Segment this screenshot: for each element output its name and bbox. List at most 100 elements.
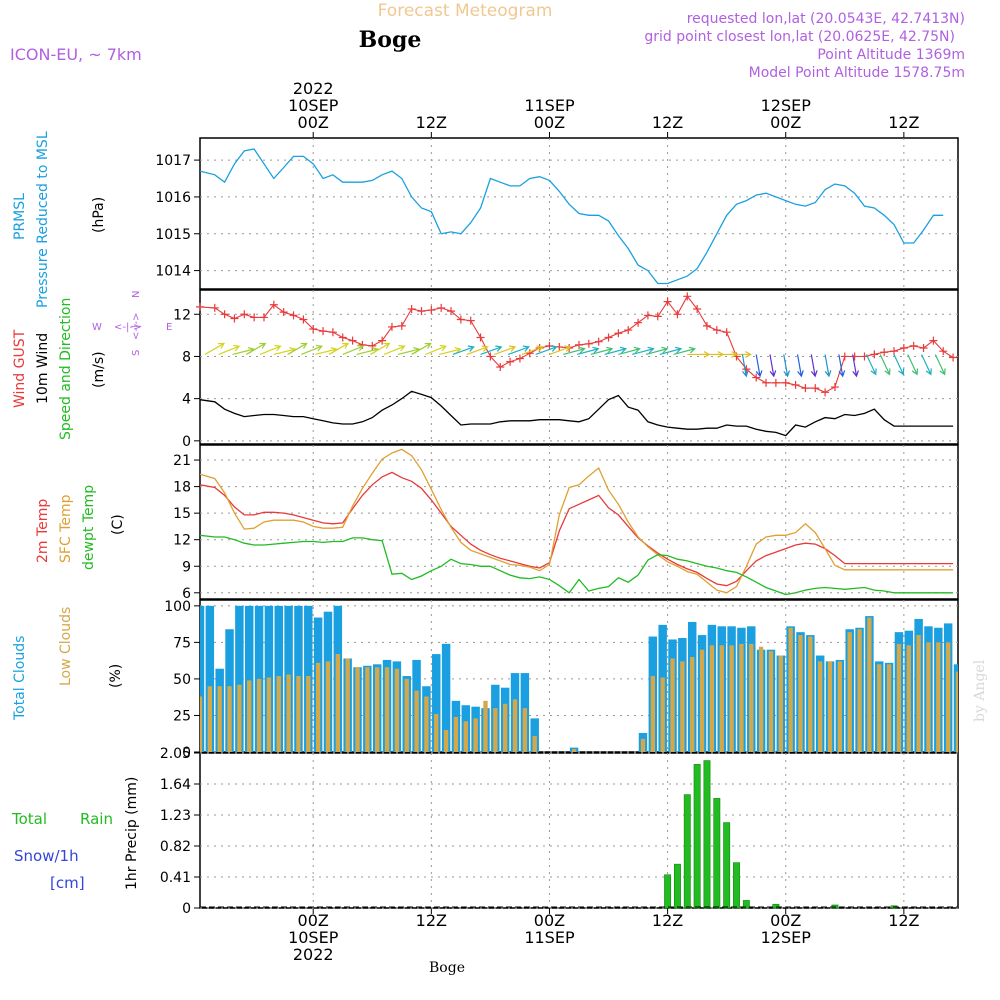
compass-vertical-arrow: <-|-> [131,313,142,340]
gust-marker [693,304,702,313]
low-cloud-bar [896,643,902,752]
gust-marker [712,326,721,335]
low-cloud-bar [266,677,272,752]
wind-direction-arrow [576,346,600,356]
clouds-unit: (%) [108,664,124,688]
temp-sfc-line [199,448,954,594]
gust-marker [456,315,465,324]
pressure-label-msl: Pressure Reduced to MSL [35,131,51,308]
total-cloud-bar [235,605,244,752]
gust-marker [663,297,672,306]
low-cloud-bar [247,680,252,752]
clouds-ytick-label: 25 [173,708,191,724]
low-cloud-bar [384,667,390,752]
top-axis-label: 12Z [652,113,683,132]
bottom-axis-label: 00Z [770,911,801,930]
rain-bar [703,760,711,909]
gust-marker [397,321,406,330]
wind-ytick-label: 4 [182,392,191,408]
gust-marker [269,300,278,309]
gust-marker [466,316,475,325]
gust-marker [919,344,928,353]
low-cloud-bar [365,667,370,752]
gust-marker [830,383,839,392]
low-cloud-bar [670,658,675,752]
footer-location: Boge [429,960,465,976]
low-clouds-label: Low Clouds [58,607,74,686]
wind-direction-arrow [865,354,877,376]
gust-marker [929,336,938,345]
total-cloud-bar [432,654,441,752]
low-cloud-bar [296,676,301,752]
low-cloud-bar [256,678,262,752]
low-cloud-bar [200,696,203,752]
requested-coords: requested lon,lat (20.0543E, 42.7413N) [687,11,965,27]
precip-ytick-label: 0.82 [160,839,191,855]
credit-watermark: by Angel [972,659,988,722]
gust-marker [240,310,249,319]
low-cloud-bar [375,667,380,752]
clouds-ytick-label: 100 [164,599,191,615]
low-cloud-bar [749,643,754,752]
wind-direction-arrow [934,354,946,376]
total-cloud-bar [200,605,205,752]
gust-marker [722,328,731,337]
gust-marker [210,303,219,312]
low-cloud-bar [709,645,715,752]
low-cloud-bar [680,661,685,752]
gust-marker [348,336,357,345]
pressure-ytick-label: 1014 [155,264,191,280]
gust-marker [407,304,416,313]
rain-bar [723,822,731,909]
temperature-ytick-label: 18 [173,480,191,496]
wind-direction-arrow [245,342,267,355]
temperature-ytick-label: 6 [182,586,191,602]
low-cloud-bar [493,708,498,752]
low-cloud-bar [690,657,695,752]
wind-direction-arrow [907,354,919,376]
gust-marker [496,363,505,371]
pressure-panel: 1014 1015 1016 1017 [155,137,959,290]
wind-direction-arrow [301,344,323,356]
gust-marker [515,354,524,363]
temperature-panel: 6 9 12 15 18 21 [173,444,959,602]
wind-ytick-label: 12 [173,307,191,323]
wind-direction-arrow [452,345,475,356]
gust-marker [643,311,652,320]
low-cloud-bar [404,678,409,752]
wind-direction-arrow [796,354,804,378]
temp-sfc-label: SFC Temp [58,494,74,563]
wind-direction-arrow [549,345,572,356]
gust-marker [250,313,259,322]
wind-direction-arrow [342,344,365,356]
wind-direction-arrow [921,354,932,376]
precip-snow-label: Snow/1h [14,847,79,865]
wind-panel: 0 4 8 12 [173,289,959,450]
rain-bar [831,904,839,909]
rain-bar [664,874,672,909]
gust-marker [220,310,229,319]
rain-bar [713,798,721,909]
top-axis-label: 00Z [534,113,565,132]
wind-speed-direction-label: Speed and Direction [58,298,74,440]
model-label: ICON-EU, ~ 7km [10,45,142,64]
bottom-axis-label: 2022 [293,945,334,964]
pressure-line [199,148,944,285]
clouds-ytick-label: 50 [173,672,191,688]
gust-marker [939,347,948,356]
total-cloud-bar [244,605,254,752]
temp-2m-line [199,471,954,587]
low-cloud-bar [345,658,350,752]
wind-direction-arrow [728,351,752,358]
wind-direction-arrow [411,342,432,355]
chart-title: Forecast Meteogram [378,1,553,21]
temperature-ytick-label: 12 [173,533,191,549]
gust-marker [368,341,377,350]
temp-dewpt-label: dewpt Temp [81,485,97,570]
wind-speed-line [199,390,954,437]
wind-10m-label: 10m Wind [35,333,51,404]
gust-marker [614,329,623,338]
low-cloud-bar [640,738,646,752]
clouds-panel: 0 25 50 75 100 [164,599,959,761]
bottom-axis-label: 12Z [416,911,447,930]
